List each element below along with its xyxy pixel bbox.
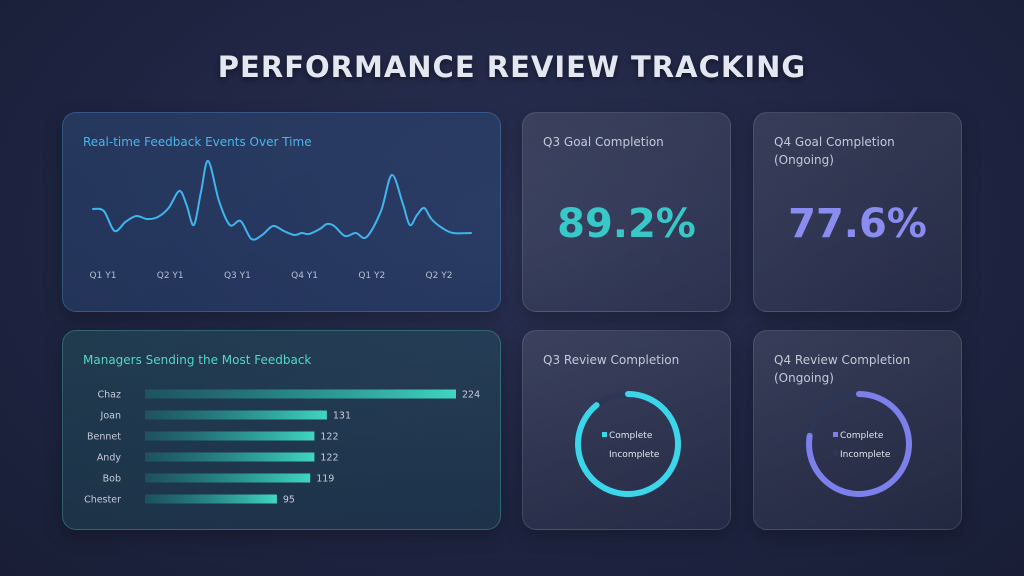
x-tick-label: Q1 Y2 bbox=[358, 271, 385, 281]
legend-swatch-incomplete bbox=[833, 451, 838, 456]
bar-chester bbox=[145, 494, 277, 504]
q4-review-donut: Complete Incomplete bbox=[806, 391, 912, 497]
bar-category-label: Chaz bbox=[98, 390, 121, 401]
donut-slice-complete bbox=[806, 391, 912, 497]
x-tick-label: Q2 Y2 bbox=[426, 271, 453, 281]
q4-review-title: Q4 Review Completion (Ongoing) bbox=[774, 353, 911, 385]
q3-review-donut: Complete Incomplete bbox=[575, 391, 681, 497]
bar-category-label: Bob bbox=[103, 474, 121, 485]
q4-review-card: Q4 Review Completion (Ongoing) Complete I… bbox=[753, 330, 962, 530]
feedback-events-line-chart: Q1 Y1 Q2 Y1 Q3 Y1 Q4 Y1 Q1 Y2 Q2 Y2 bbox=[90, 159, 472, 281]
bar-value-label: 95 bbox=[283, 495, 295, 506]
bar-chaz bbox=[145, 389, 456, 399]
legend-swatch-incomplete bbox=[602, 451, 607, 456]
legend-swatch-complete bbox=[602, 432, 607, 437]
legend-swatch-complete bbox=[833, 432, 838, 437]
q3-goal-card: Q3 Goal Completion 89.2% bbox=[522, 112, 731, 312]
legend-label-complete: Complete bbox=[609, 431, 653, 441]
bar-value-label: 131 bbox=[333, 411, 351, 422]
legend-label-incomplete: Incomplete bbox=[840, 450, 891, 460]
bar-andy bbox=[145, 452, 315, 462]
q4-goal-value: 77.6% bbox=[788, 201, 927, 247]
legend-label-incomplete: Incomplete bbox=[609, 450, 660, 460]
managers-feedback-card: Managers Sending the Most Feedback Chaz 2… bbox=[62, 330, 501, 530]
bar-value-label: 122 bbox=[320, 432, 338, 443]
bar-chart-title: Managers Sending the Most Feedback bbox=[83, 353, 312, 367]
bar-bennet bbox=[145, 431, 315, 441]
x-tick-label: Q4 Y1 bbox=[291, 271, 318, 281]
bar-joan bbox=[145, 410, 327, 420]
q3-review-title: Q3 Review Completion bbox=[543, 353, 680, 367]
x-tick-label: Q3 Y1 bbox=[224, 271, 251, 281]
bar-category-label: Joan bbox=[100, 411, 121, 422]
line-chart-title: Real-time Feedback Events Over Time bbox=[83, 135, 312, 149]
bar-value-label: 119 bbox=[316, 474, 334, 485]
bar-value-label: 122 bbox=[320, 453, 338, 464]
bar-value-label: 224 bbox=[462, 390, 480, 401]
feedback-events-card: Real-time Feedback Events Over Time Q1 Y… bbox=[62, 112, 501, 312]
x-tick-label: Q1 Y1 bbox=[90, 271, 117, 281]
bar-category-label: Chester bbox=[84, 495, 121, 506]
bar-bob bbox=[145, 473, 311, 483]
bar-category-label: Andy bbox=[97, 453, 122, 464]
donut-slice-complete bbox=[575, 391, 681, 497]
legend-label-complete: Complete bbox=[840, 431, 884, 441]
q3-review-card: Q3 Review Completion Complete Incomplete bbox=[522, 330, 731, 530]
q4-goal-card: Q4 Goal Completion (Ongoing) 77.6% bbox=[753, 112, 962, 312]
page-title: PERFORMANCE REVIEW TRACKING bbox=[217, 50, 807, 84]
q3-goal-title: Q3 Goal Completion bbox=[543, 135, 664, 149]
managers-feedback-bar-chart: Chaz 224 Joan 131 Bennet 122 Andy 122 Bob 119 Ches… bbox=[84, 389, 480, 506]
x-tick-label: Q2 Y1 bbox=[157, 271, 184, 281]
q3-goal-value: 89.2% bbox=[557, 201, 696, 247]
feedback-events-series-line bbox=[92, 159, 472, 241]
bar-category-label: Bennet bbox=[87, 432, 121, 443]
q4-goal-title: Q4 Goal Completion (Ongoing) bbox=[774, 135, 895, 167]
